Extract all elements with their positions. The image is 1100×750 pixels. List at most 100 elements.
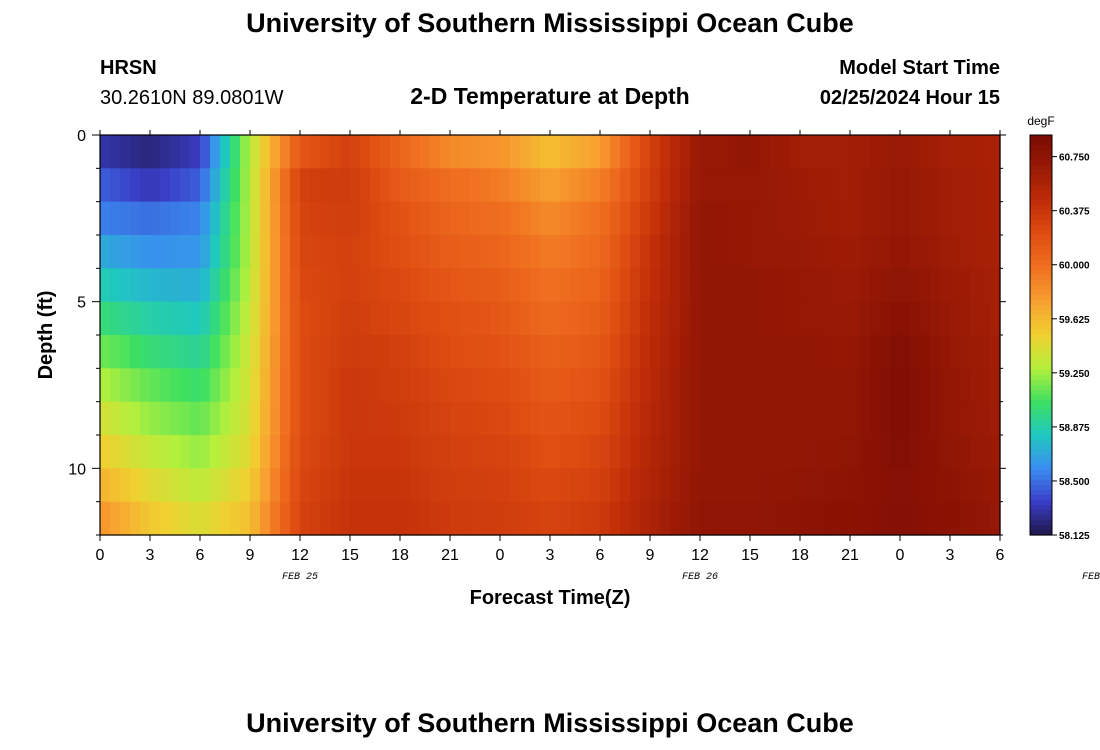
heatmap-cell bbox=[610, 301, 621, 336]
heatmap-cell bbox=[920, 468, 931, 503]
heatmap-cell bbox=[660, 235, 671, 269]
heatmap-cell bbox=[940, 135, 951, 169]
heatmap-cell bbox=[680, 268, 691, 303]
heatmap-cell bbox=[580, 401, 591, 436]
heatmap-cell bbox=[990, 468, 1001, 503]
heatmap-cell bbox=[230, 301, 241, 336]
heatmap-cell bbox=[480, 168, 491, 203]
heatmap-cell bbox=[650, 168, 661, 203]
heatmap-cell bbox=[700, 201, 711, 236]
heatmap-cell bbox=[490, 368, 501, 403]
heatmap-cell bbox=[850, 368, 861, 403]
heatmap-cell bbox=[570, 335, 581, 369]
heatmap-cell bbox=[220, 135, 231, 169]
heatmap-cell bbox=[600, 435, 611, 469]
heatmap-cell bbox=[370, 301, 381, 336]
heatmap-cell bbox=[410, 401, 421, 436]
heatmap-cell bbox=[270, 468, 281, 503]
heatmap-cell bbox=[470, 435, 481, 469]
heatmap-cell bbox=[340, 435, 351, 469]
heatmap-cell bbox=[440, 168, 451, 203]
heatmap-cell bbox=[740, 268, 751, 303]
heatmap-cell bbox=[960, 401, 971, 436]
heatmap-cell bbox=[290, 401, 301, 436]
heatmap-cell bbox=[510, 201, 521, 236]
heatmap-cell bbox=[170, 468, 181, 503]
heatmap-cell bbox=[640, 435, 651, 469]
heatmap-cell bbox=[700, 168, 711, 203]
heatmap-cell bbox=[870, 501, 881, 536]
heatmap-cell bbox=[440, 435, 451, 469]
colorbar-swatch bbox=[1030, 260, 1052, 266]
heatmap-cell bbox=[430, 301, 441, 336]
heatmap-cell bbox=[230, 335, 241, 369]
heatmap-cell bbox=[530, 401, 541, 436]
heatmap-cell bbox=[670, 401, 681, 436]
heatmap-cell bbox=[820, 168, 831, 203]
heatmap-cell bbox=[530, 501, 541, 536]
heatmap-cell bbox=[550, 168, 561, 203]
heatmap-cell bbox=[370, 235, 381, 269]
heatmap-cell bbox=[990, 268, 1001, 303]
heatmap-cell bbox=[300, 501, 311, 536]
heatmap-cell bbox=[540, 235, 551, 269]
heatmap-cell bbox=[450, 468, 461, 503]
heatmap-cell bbox=[320, 501, 331, 536]
heatmap-cell bbox=[310, 368, 321, 403]
heatmap-cell bbox=[330, 301, 341, 336]
heatmap-cell bbox=[280, 335, 291, 369]
heatmap-cell bbox=[490, 301, 501, 336]
heatmap-cell bbox=[430, 368, 441, 403]
heatmap-cell bbox=[140, 501, 151, 536]
heatmap-cell bbox=[460, 501, 471, 536]
footer-title: University of Southern Mississippi Ocean… bbox=[246, 708, 854, 738]
colorbar-swatch bbox=[1030, 195, 1052, 201]
heatmap-cell bbox=[470, 401, 481, 436]
heatmap-cell bbox=[590, 335, 601, 369]
heatmap-cell bbox=[280, 368, 291, 403]
heatmap-cell bbox=[360, 368, 371, 403]
heatmap-cell bbox=[150, 435, 161, 469]
heatmap-cell bbox=[840, 135, 851, 169]
heatmap-cell bbox=[770, 368, 781, 403]
heatmap-cell bbox=[730, 135, 741, 169]
heatmap-cell bbox=[450, 501, 461, 536]
heatmap-cell bbox=[800, 468, 811, 503]
heatmap-cell bbox=[580, 435, 591, 469]
heatmap-cell bbox=[120, 301, 131, 336]
heatmap-cell bbox=[460, 135, 471, 169]
x-tick-label: 3 bbox=[546, 547, 555, 564]
colorbar-swatch bbox=[1030, 515, 1052, 521]
heatmap-cell bbox=[200, 168, 211, 203]
heatmap-cell bbox=[400, 235, 411, 269]
heatmap-cell bbox=[990, 401, 1001, 436]
heatmap-cell bbox=[990, 168, 1001, 203]
heatmap-cell bbox=[290, 368, 301, 403]
heatmap-cell bbox=[510, 468, 521, 503]
heatmap-cell bbox=[110, 368, 121, 403]
heatmap-cell bbox=[160, 235, 171, 269]
heatmap-cell bbox=[840, 435, 851, 469]
heatmap-cell bbox=[460, 268, 471, 303]
heatmap-cell bbox=[520, 335, 531, 369]
heatmap-cell bbox=[230, 235, 241, 269]
heatmap-cell bbox=[660, 301, 671, 336]
heatmap-cell bbox=[410, 268, 421, 303]
heatmap-cell bbox=[200, 501, 211, 536]
heatmap-cell bbox=[510, 501, 521, 536]
heatmap-cell bbox=[950, 368, 961, 403]
heatmap-cell bbox=[600, 268, 611, 303]
heatmap-cell bbox=[900, 201, 911, 236]
heatmap-cell bbox=[720, 135, 731, 169]
heatmap-cell bbox=[400, 468, 411, 503]
heatmap-cell bbox=[170, 335, 181, 369]
heatmap-cell bbox=[950, 135, 961, 169]
heatmap-cell bbox=[510, 301, 521, 336]
heatmap-cell bbox=[420, 301, 431, 336]
heatmap-cell bbox=[760, 268, 771, 303]
heatmap-cell bbox=[330, 201, 341, 236]
heatmap-cell bbox=[530, 168, 541, 203]
heatmap-cell bbox=[190, 335, 201, 369]
heatmap-cell bbox=[840, 235, 851, 269]
heatmap-cell bbox=[370, 468, 381, 503]
